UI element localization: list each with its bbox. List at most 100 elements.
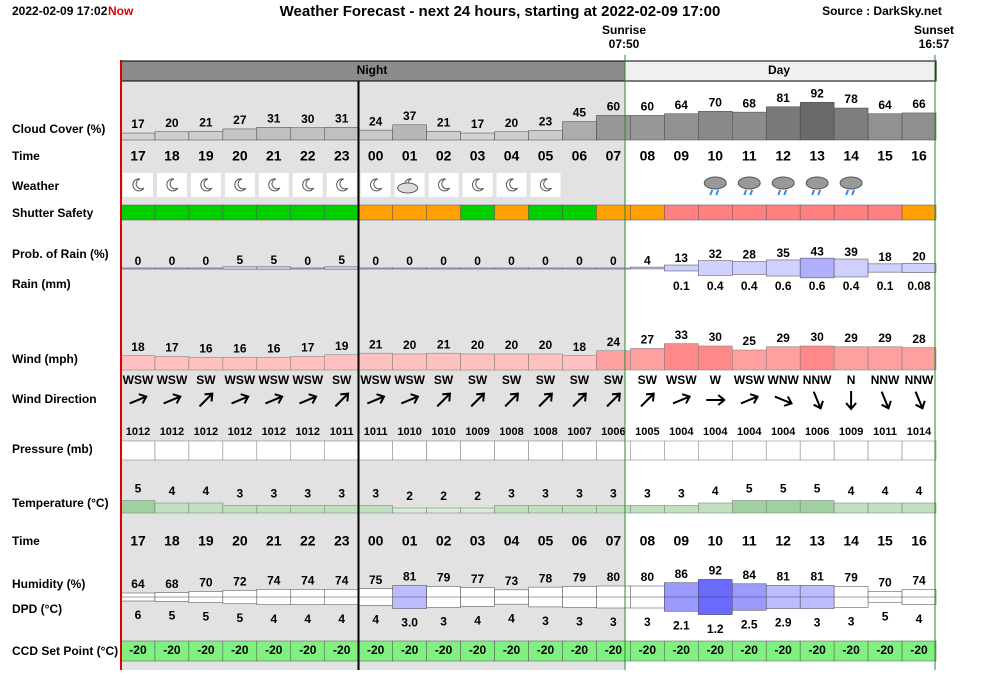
pressure-box (392, 440, 427, 461)
wind-bar (290, 356, 325, 371)
humidity-value: 72 (233, 575, 247, 589)
hour: 00 (368, 148, 384, 164)
humidity-value: 70 (199, 576, 213, 590)
humidity-value: 74 (335, 573, 349, 587)
humidity-value: 92 (709, 564, 723, 578)
shutter-cell (460, 204, 495, 221)
cloud-bar (120, 132, 156, 141)
temp-bar (630, 505, 665, 514)
wind-arrow (198, 392, 214, 408)
pressure-box (528, 440, 563, 461)
wind-value: 21 (369, 337, 383, 351)
dpd-value: 5 (203, 610, 210, 624)
pressure-box (494, 440, 529, 461)
temp-value: 5 (135, 482, 142, 496)
pressure: 1004 (703, 426, 728, 438)
wind-bar (324, 354, 359, 371)
wind-arrow (470, 392, 486, 408)
arrow (538, 392, 553, 408)
wind-bar (562, 355, 597, 371)
dpd-value: 5 (882, 610, 889, 624)
humidity-value: 80 (641, 570, 655, 584)
rain-prob: 20 (912, 250, 926, 264)
wind-dir: WSW (123, 373, 154, 387)
hour: 07 (606, 148, 622, 164)
humidity-value: 68 (165, 577, 179, 591)
temp-value: 5 (780, 482, 787, 496)
cloud-value: 37 (403, 109, 417, 123)
shutter-cell (732, 204, 767, 221)
moon-icon (437, 178, 451, 192)
rain-drop (817, 189, 822, 196)
temp-value: 4 (848, 484, 855, 498)
ccd-value: -20 (842, 643, 860, 657)
hour: 02 (436, 148, 452, 164)
cloud-bar (494, 131, 529, 141)
shutter-cell (188, 204, 224, 221)
wind-bar (833, 346, 869, 371)
hour: 09 (674, 533, 690, 549)
wind-arrow (606, 392, 621, 408)
pressure-box (460, 440, 495, 461)
moon-icon (268, 178, 281, 192)
dpd-value: 3 (644, 615, 651, 629)
rain-prob: 0 (474, 254, 481, 268)
ccd-value: -20 (808, 643, 826, 657)
hour: 13 (809, 148, 825, 164)
arrow (163, 393, 182, 405)
dpd-value: 1.2 (707, 622, 724, 636)
hour: 19 (198, 533, 214, 549)
temp-bar (120, 500, 156, 514)
temp-value: 5 (814, 482, 821, 496)
row-label: Prob. of Rain (%) (12, 247, 109, 261)
icon-bg (156, 173, 187, 197)
humidity-value: 75 (369, 573, 383, 587)
temp-bar (324, 505, 359, 514)
wind-dir: SW (638, 373, 658, 387)
wind-dir: WSW (360, 373, 391, 387)
ccd-value: -20 (503, 643, 521, 657)
hour: 08 (640, 148, 656, 164)
row-label: Time (12, 149, 40, 163)
wind-arrow (504, 392, 519, 408)
wind-bar (664, 343, 699, 371)
pressure: 1004 (737, 426, 762, 438)
wind-dir: WSW (394, 373, 425, 387)
rain-drop (715, 189, 720, 196)
cloud-value: 17 (471, 117, 485, 131)
humidity-value: 81 (810, 570, 824, 584)
temp-bar (799, 500, 835, 514)
cloud-value: 31 (267, 111, 281, 125)
pressure-box (732, 440, 767, 461)
pressure: 1008 (533, 426, 557, 438)
rain-prob: 43 (810, 244, 824, 258)
wind-arrow (672, 393, 692, 405)
rain-drop (783, 189, 788, 196)
temp-bar (154, 502, 190, 514)
rain-prob: 0 (508, 254, 515, 268)
hour: 04 (504, 533, 520, 549)
row-label: CCD Set Point (°C) (12, 644, 118, 658)
hour: 06 (572, 533, 588, 549)
dpd-value: 3 (848, 615, 855, 629)
wind-bar (222, 356, 258, 371)
cloud-icon (397, 182, 419, 194)
hour: 16 (911, 148, 927, 164)
dpd-value: 4 (338, 612, 345, 626)
hour: 18 (164, 148, 180, 164)
row-label: Wind (mph) (12, 352, 78, 366)
rain-prob-box (901, 263, 937, 273)
cloud-value: 23 (539, 115, 553, 129)
icon-bg (123, 173, 153, 197)
ccd-value: -20 (775, 643, 793, 657)
hour: 04 (504, 148, 520, 164)
wind-bar (256, 356, 292, 371)
wind-dir: SW (196, 373, 216, 387)
wind-arrow (774, 395, 793, 407)
ccd-value: -20 (639, 643, 657, 657)
hour: 14 (843, 533, 859, 549)
moon-icon (234, 178, 247, 192)
rain-prob-box (664, 264, 699, 272)
day-label: Day (768, 63, 790, 77)
rain-mm: 0.4 (843, 279, 860, 293)
